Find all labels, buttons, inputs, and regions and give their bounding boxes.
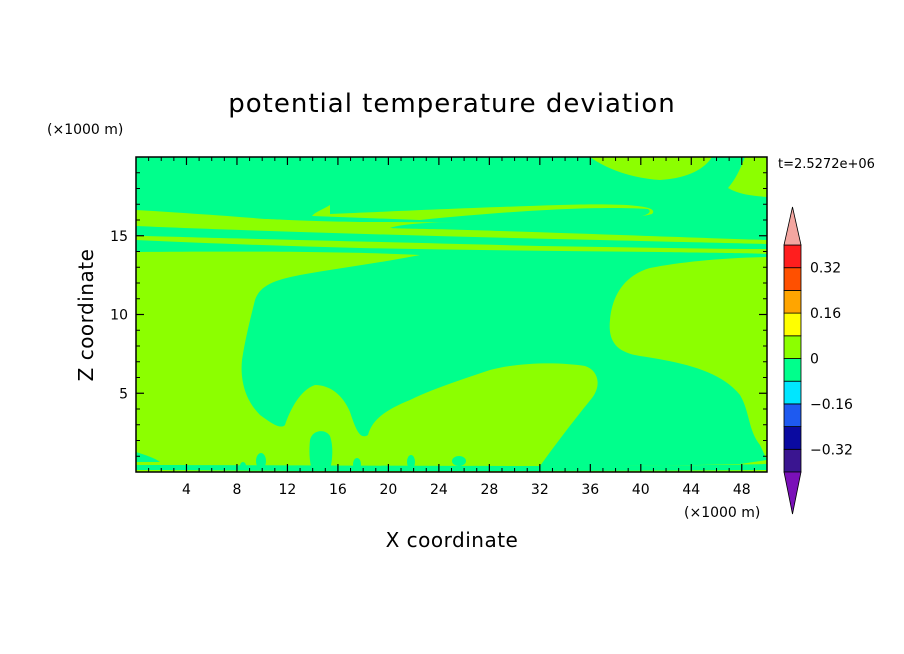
negative-strip-bottom: [136, 464, 767, 471]
colorbar-band: [783, 380, 802, 405]
x-unit-label: (×1000 m): [684, 505, 760, 521]
colorbar-over-triangle: [783, 206, 802, 246]
colorbar-under-triangle: [783, 471, 802, 515]
colorbar-band: [783, 244, 802, 269]
colorbar-label: 0.32: [810, 261, 841, 277]
x-tick-label: 8: [232, 482, 241, 498]
contour-field: [136, 157, 767, 472]
colorbar-band: [783, 358, 802, 382]
x-tick-label: 44: [682, 482, 700, 498]
colorbar-band: [783, 267, 802, 291]
negative-region-upper-left: [136, 157, 650, 223]
x-tick-label: 16: [329, 482, 347, 498]
colorbar: 0.32 0.16 0 −0.16 −0.32: [783, 206, 853, 515]
y-tick-label: 10: [110, 308, 128, 324]
colorbar-band: [783, 289, 802, 314]
y-unit-label: (×1000 m): [47, 122, 123, 138]
y-axis: 5 10 15: [110, 172, 767, 457]
colorbar-band: [783, 448, 802, 473]
colorbar-label: −0.32: [810, 442, 853, 458]
negative-blob: [256, 453, 266, 469]
x-axis-label: X coordinate: [386, 528, 519, 552]
negative-blob: [452, 456, 466, 466]
negative-region-bottom-left: [136, 452, 160, 462]
colorbar-label: 0.16: [810, 306, 841, 322]
colorbar-label: 0: [810, 352, 819, 368]
y-axis-label: Z coordinate: [74, 249, 98, 382]
chart-title: potential temperature deviation: [228, 89, 675, 119]
x-tick-label: 12: [279, 482, 297, 498]
x-tick-label: 4: [182, 482, 191, 498]
x-tick-label: 32: [531, 482, 549, 498]
colorbar-band: [783, 426, 802, 450]
x-tick-label: 48: [733, 482, 751, 498]
x-tick-label: 24: [430, 482, 448, 498]
negative-region-main: [136, 240, 767, 466]
x-tick-label: 20: [379, 482, 397, 498]
x-tick-label: 28: [480, 482, 498, 498]
colorbar-band: [783, 312, 802, 337]
colorbar-label: −0.16: [810, 397, 853, 413]
x-tick-label: 36: [581, 482, 599, 498]
x-tick-label: 40: [632, 482, 650, 498]
y-tick-label: 15: [110, 229, 128, 245]
negative-blob: [240, 462, 246, 470]
negative-region-top: [330, 157, 767, 240]
x-axis: 4 8 12 16 20 24 28 32 36 40 44 48: [148, 157, 755, 498]
negative-blob: [353, 458, 361, 470]
y-tick-label: 5: [119, 386, 128, 402]
colorbar-band: [783, 403, 802, 427]
negative-band: [136, 226, 767, 249]
time-label: t=2.5272e+06: [778, 157, 875, 172]
negative-region-spot: [309, 431, 333, 470]
negative-blob: [407, 455, 415, 469]
colorbar-band: [783, 335, 802, 359]
